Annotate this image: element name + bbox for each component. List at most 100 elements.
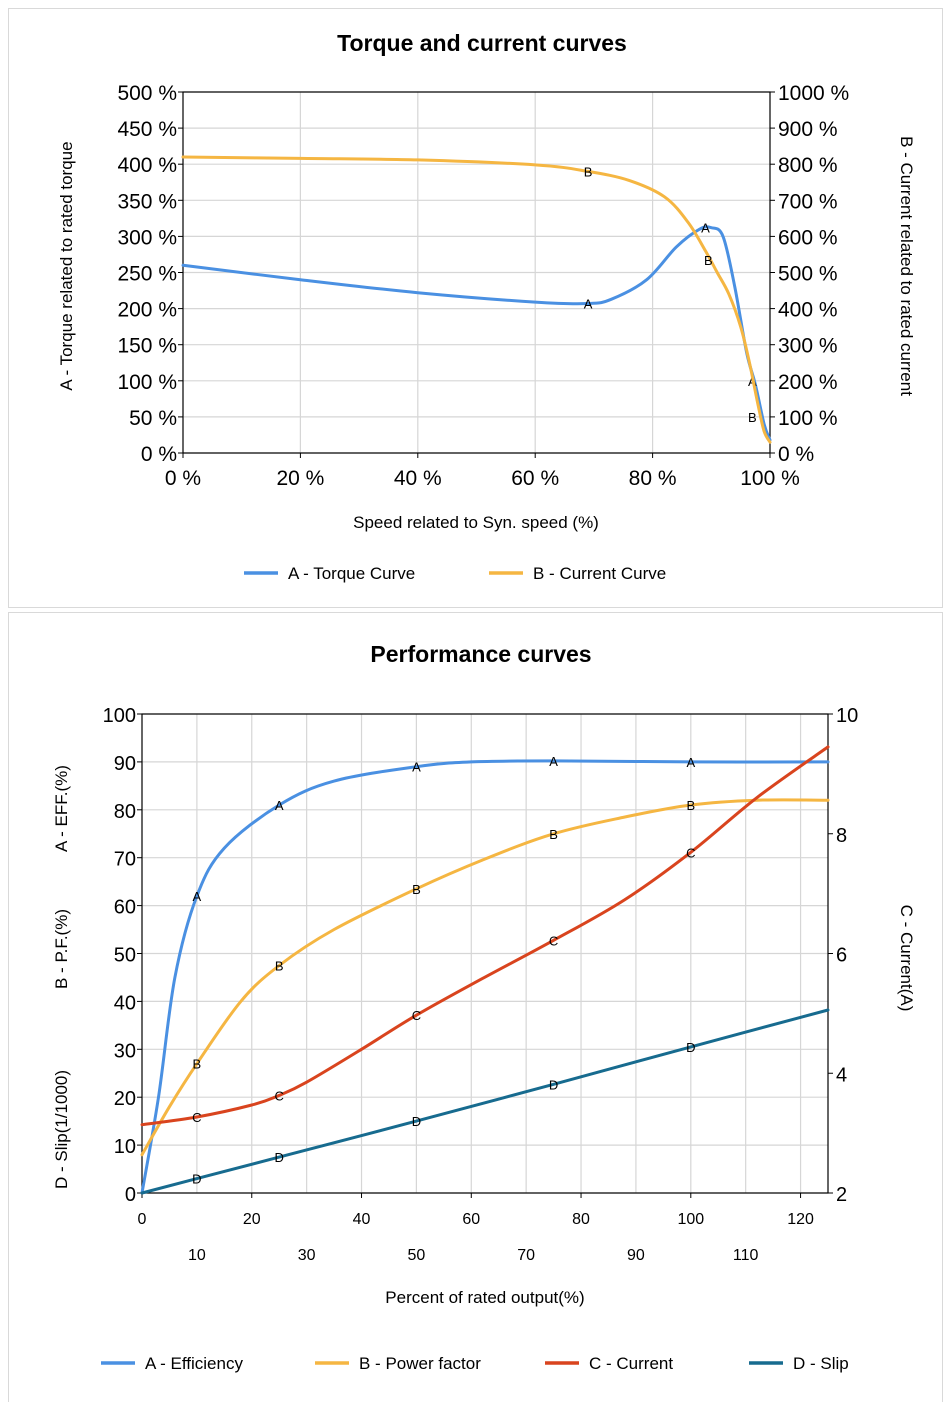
- chart2-right-tick-label: 6: [836, 945, 847, 967]
- chart1-x-tick-label: 100 %: [740, 467, 800, 490]
- chart1-x-tick-label: 20 %: [276, 467, 324, 490]
- chart2-x-tick-label: 0: [138, 1211, 147, 1228]
- chart2-series-a-efficiency-line: [140, 759, 830, 1195]
- chart2-left-tick-label: 100: [103, 705, 136, 727]
- chart1-series-b-current-curve-marker: B: [704, 253, 713, 268]
- chart2-left-axis-label-pf: B - P.F.(%): [52, 909, 71, 989]
- chart2-legend-label-c-current: C - Current: [589, 1354, 673, 1373]
- chart2-legend-label-b-power-factor: B - Power factor: [359, 1354, 481, 1373]
- chart2-right-tick-label: 2: [836, 1184, 847, 1206]
- chart2-series-a-efficiency-marker: A: [686, 755, 695, 770]
- chart1-right-tick-label: 0 %: [778, 443, 814, 466]
- chart2-left-tick-label: 70: [114, 849, 136, 871]
- chart1-right-tick-label: 100 %: [778, 407, 838, 430]
- chart2-series-b-power-factor-line: [140, 798, 830, 1157]
- chart2-left-tick-label: 80: [114, 801, 136, 823]
- chart2-x-tick-label: 20: [243, 1211, 261, 1228]
- torque-current-panel: Torque and current curves 0 % 50 % 100 % 15…: [8, 8, 943, 608]
- chart2-left-tick-label: 40: [114, 992, 136, 1014]
- chart2-series-c-current-line: [140, 745, 830, 1127]
- chart1-series-a-torque-curve-marker: A: [584, 297, 593, 312]
- chart1-right-tick-label: 900 %: [778, 118, 838, 141]
- chart2-series-b-power-factor-marker: B: [193, 1057, 202, 1072]
- chart2-series-d-slip-marker: D: [686, 1040, 695, 1055]
- chart2-series-d-slip-line: [140, 1008, 830, 1195]
- chart2-left-tick-label: 30: [114, 1040, 136, 1062]
- chart2-x-tick-label: 120: [787, 1211, 814, 1228]
- chart1-right-tick-label: 400 %: [778, 299, 838, 322]
- chart1-left-tick-label: 400 %: [117, 154, 177, 177]
- chart1-right-axis-label: B - Current related to rated current: [897, 136, 916, 396]
- chart2-x-tick-label: 110: [733, 1247, 759, 1264]
- chart2-series-a-efficiency-marker: A: [193, 889, 202, 904]
- torque-current-chart: Torque and current curves 0 % 50 % 100 % 15…: [57, 30, 916, 583]
- chart1-right-tick-label: 700 %: [778, 190, 838, 213]
- chart2-left-tick-label: 50: [114, 945, 136, 967]
- chart2-left-tick-label: 0: [125, 1184, 136, 1206]
- chart2-series-d-slip-marker: D: [275, 1150, 284, 1165]
- chart2-series-a-efficiency-marker: A: [549, 754, 558, 769]
- chart2-x-tick-label: 60: [462, 1211, 480, 1228]
- chart2-series-c-current-marker: C: [275, 1088, 284, 1103]
- chart2-left-axis-labels: D - Slip(1/1000) B - P.F.(%) A - EFF.(%): [52, 765, 71, 1189]
- chart2-left-axis-label-slip: D - Slip(1/1000): [52, 1070, 71, 1189]
- chart1-legend: A - Torque Curve B - Current Curve: [244, 564, 666, 583]
- chart1-right-tick-label: 500 %: [778, 263, 838, 286]
- chart2-series-c-current-marker: C: [549, 933, 558, 948]
- chart1-right-tick-label: 200 %: [778, 371, 838, 394]
- chart2-x-tick-label: 10: [188, 1247, 206, 1264]
- chart2-title: Performance curves: [370, 641, 591, 667]
- chart1-left-tick-label: 250 %: [117, 263, 177, 286]
- chart1-x-tick-label: 80 %: [629, 467, 677, 490]
- chart1-legend-label-b-current-curve: B - Current Curve: [533, 564, 666, 583]
- chart2-left-tick-label: 90: [114, 753, 136, 775]
- performance-chart: Performance curves 010203040506070809010…: [52, 641, 916, 1373]
- chart1-right-tick-label: 600 %: [778, 226, 838, 249]
- chart2-x-tick-label: 70: [517, 1247, 535, 1264]
- chart1-x-axis-label: Speed related to Syn. speed (%): [353, 513, 599, 532]
- chart2-legend: A - Efficiency B - Power factor C - Curren…: [101, 1354, 849, 1373]
- chart2-legend-label-a-efficiency: A - Efficiency: [145, 1354, 243, 1373]
- chart2-series-c-current-marker: C: [686, 845, 695, 860]
- chart1-title: Torque and current curves: [337, 30, 627, 56]
- chart1-series-a-torque-curve-line: [181, 225, 772, 442]
- chart2-x-axis-label: Percent of rated output(%): [385, 1288, 584, 1307]
- chart1-x-tick-label: 0 %: [165, 467, 201, 490]
- chart2-series-a-efficiency-marker: A: [412, 760, 421, 775]
- chart2-left-tick-label: 10: [114, 1136, 136, 1158]
- chart2-series-d-slip-marker: D: [192, 1172, 201, 1187]
- chart1-left-tick-label: 0 %: [141, 443, 177, 466]
- chart2-series-c-current-marker: C: [412, 1008, 421, 1023]
- chart1-right-tick-label: 1000 %: [778, 82, 849, 105]
- chart1-left-tick-label: 150 %: [117, 335, 177, 358]
- chart2-left-tick-label: 20: [114, 1088, 136, 1110]
- performance-panel: Performance curves 0 10 20 30 40 50 60 70 80 90 10…: [8, 612, 943, 1402]
- chart2-series-d-slip-marker: D: [549, 1077, 558, 1092]
- chart1-left-tick-label: 50 %: [129, 407, 177, 430]
- chart2-right-axis-label: C - Current(A): [897, 905, 916, 1012]
- chart1-left-axis-label: A - Torque related to rated torque: [57, 141, 76, 390]
- chart2-x-tick-label: 50: [408, 1247, 426, 1264]
- chart1-left-tick-label: 350 %: [117, 190, 177, 213]
- chart1-series-b-current-curve-marker: B: [584, 164, 593, 179]
- chart1-right-tick-label: 800 %: [778, 154, 838, 177]
- chart2-series-d-slip-marker: D: [412, 1114, 421, 1129]
- chart1-legend-label-a-torque-curve: A - Torque Curve: [288, 564, 415, 583]
- chart1-left-tick-label: 500 %: [117, 82, 177, 105]
- chart2-x-tick-label: 80: [572, 1211, 590, 1228]
- chart1-left-tick-label: 450 %: [117, 118, 177, 141]
- chart1-left-tick-label: 100 %: [117, 371, 177, 394]
- chart1-left-tick-label: 200 %: [117, 299, 177, 322]
- chart2-x-tick-label: 40: [353, 1211, 371, 1228]
- chart2-series-a-efficiency-marker: A: [275, 798, 284, 813]
- chart1-x-tick-label: 60 %: [511, 467, 559, 490]
- chart2-right-tick-label: 10: [836, 705, 858, 727]
- chart1-x-tick-label: 40 %: [394, 467, 442, 490]
- chart1-right-tick-label: 300 %: [778, 335, 838, 358]
- chart2-series-b-power-factor-marker: B: [686, 798, 695, 813]
- chart2-x-tick-label: 100: [677, 1211, 704, 1228]
- chart2-left-tick-label: 60: [114, 897, 136, 919]
- chart2-right-tick-label: 8: [836, 825, 847, 847]
- chart2-x-tick-label: 30: [298, 1247, 316, 1264]
- chart2-series-b-power-factor-marker: B: [275, 958, 284, 973]
